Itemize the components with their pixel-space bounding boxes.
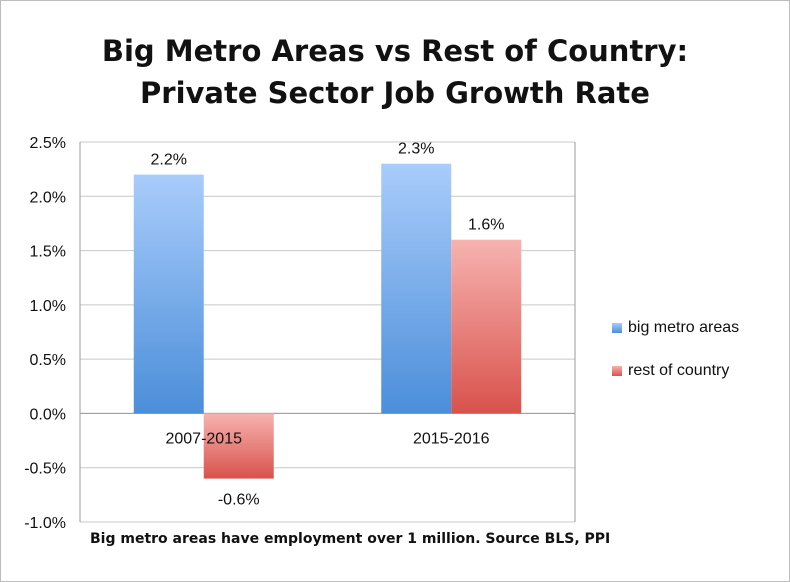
y-tick-label: 0.5% xyxy=(30,352,66,369)
data-label-rest-of-country-2015-2016: 1.6% xyxy=(468,217,504,234)
y-tick-label: 0.0% xyxy=(30,406,66,423)
x-category-label: 2015-2016 xyxy=(413,430,490,447)
y-tick-label: 2.5% xyxy=(30,135,66,152)
y-tick-label: 2.0% xyxy=(30,189,66,206)
chart-title: Big Metro Areas vs Rest of Country: Priv… xyxy=(0,30,790,114)
legend-label-rest-of-country: rest of country xyxy=(628,362,730,379)
legend-item-rest-of-country: rest of country xyxy=(612,359,739,383)
data-label-big-metro-areas-2015-2016: 2.3% xyxy=(398,141,434,158)
chart-footnote: Big metro areas have employment over 1 m… xyxy=(90,531,611,547)
y-tick-label: 1.0% xyxy=(30,298,66,315)
bar-big-metro-areas-2015-2016 xyxy=(381,163,452,414)
chart-title-line-1: Big Metro Areas vs Rest of Country: xyxy=(101,34,689,68)
legend: big metro areas rest of country xyxy=(612,316,739,402)
y-tick-label: 1.5% xyxy=(30,244,66,261)
bar-rest-of-country-2015-2016 xyxy=(451,239,522,414)
chart-title-line-2: Private Sector Job Growth Rate xyxy=(140,76,650,110)
legend-swatch-rest-of-country xyxy=(612,366,622,376)
bar-rest-of-country-2007-2015 xyxy=(203,413,274,479)
y-tick-label: -1.0% xyxy=(24,515,66,532)
legend-swatch-big-metro-areas xyxy=(612,323,622,333)
data-label-big-metro-areas-2007-2015: 2.2% xyxy=(151,152,187,169)
x-category-label: 2007-2015 xyxy=(165,430,242,447)
data-label-rest-of-country-2007-2015: -0.6% xyxy=(218,492,260,509)
legend-item-big-metro-areas: big metro areas xyxy=(612,316,739,340)
legend-label-big-metro-areas: big metro areas xyxy=(628,319,740,336)
y-tick-label: -0.5% xyxy=(24,461,66,478)
bar-big-metro-areas-2007-2015 xyxy=(133,174,204,414)
